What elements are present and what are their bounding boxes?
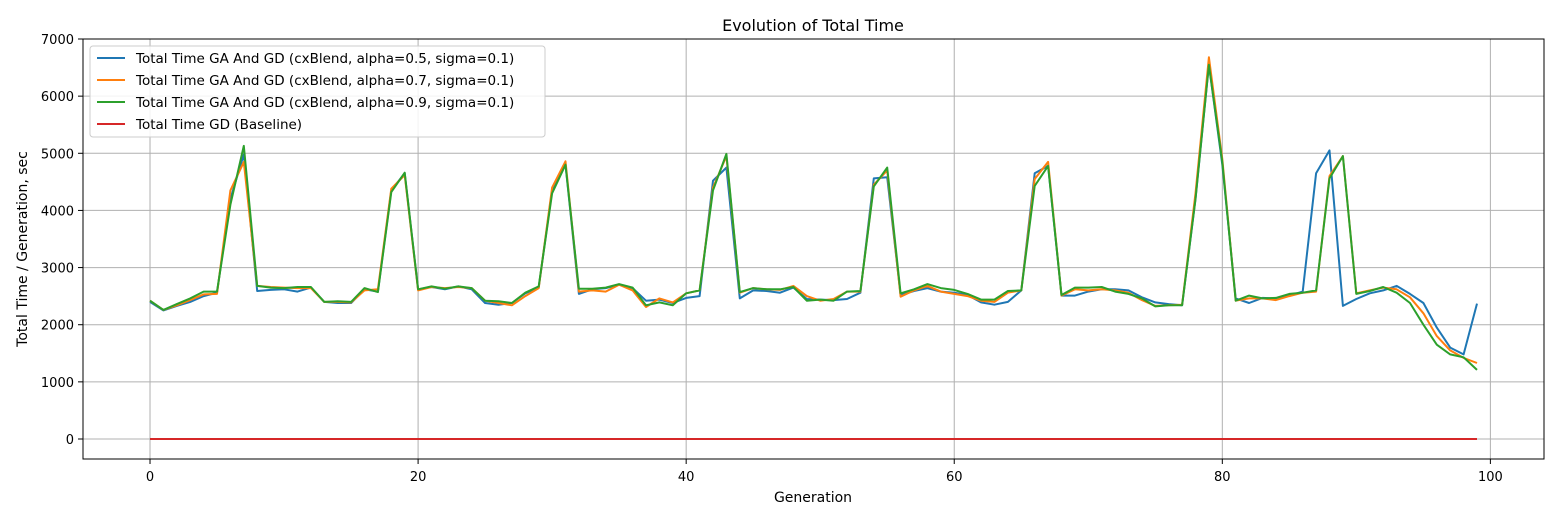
y-tick-label: 2000	[41, 319, 74, 334]
x-tick-label: 20	[410, 470, 427, 485]
y-tick-label: 5000	[41, 147, 74, 162]
legend-box	[89, 45, 546, 138]
x-axis-label: Generation	[774, 490, 852, 506]
y-tick-label: 3000	[41, 262, 74, 277]
x-tick-label: 40	[678, 470, 695, 485]
x-tick-label: 0	[146, 470, 154, 485]
y-tick-label: 4000	[41, 204, 74, 219]
x-tick-label: 60	[946, 470, 963, 485]
legend-label: Total Time GA And GD (cxBlend, alpha=0.5…	[135, 51, 514, 67]
plot-frame	[82, 38, 1545, 460]
y-tick-label: 1000	[41, 376, 74, 391]
legend-label: Total Time GA And GD (cxBlend, alpha=0.9…	[135, 95, 514, 111]
y-axis-label: Total Time / Generation, sec	[15, 151, 31, 348]
series-line-2	[149, 63, 1478, 371]
y-tick-label: 6000	[41, 90, 74, 105]
ticks: 0 20 40 60 80 1000100020003000400050006000700…	[41, 33, 1503, 485]
y-tick-label: 0	[66, 433, 74, 448]
chart-title: Evolution of Total Time	[722, 16, 904, 35]
legend-label: Total Time GD (Baseline)	[135, 117, 302, 133]
series-lines	[149, 56, 1478, 440]
legend: Total Time GA And GD (cxBlend, alpha=0.5…	[89, 45, 546, 138]
x-tick-label: 100	[1478, 470, 1503, 485]
legend-label: Total Time GA And GD (cxBlend, alpha=0.7…	[135, 73, 514, 89]
x-tick-label: 80	[1214, 470, 1231, 485]
y-tick-label: 7000	[41, 33, 74, 48]
